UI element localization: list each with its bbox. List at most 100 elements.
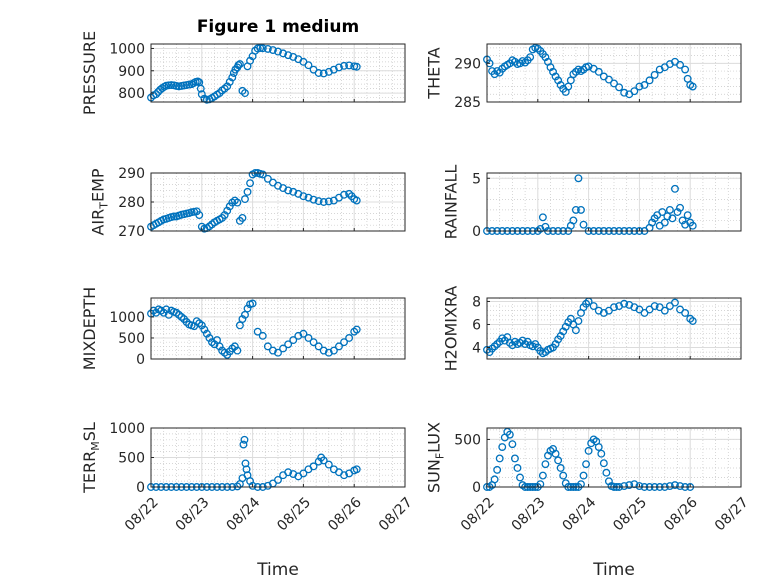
data-point (335, 63, 343, 72)
y-tick-label: 500 (454, 432, 481, 448)
data-point (309, 195, 318, 204)
subplot-row2-right: 0 5 RAINFALL (442, 165, 742, 240)
data-point (681, 65, 690, 74)
x-axis-label: Time (256, 560, 299, 580)
data-point (556, 464, 565, 472)
data-point (671, 298, 679, 307)
axes-box (486, 43, 742, 103)
data-point (248, 299, 257, 308)
plot-area (487, 44, 741, 102)
data-point (197, 321, 206, 330)
data-point (240, 435, 249, 444)
data-point (640, 81, 649, 89)
data-point (243, 187, 252, 196)
y-tick-label: 5 (472, 171, 481, 187)
data-point (243, 304, 252, 313)
data-point (319, 69, 328, 78)
data-point (630, 87, 639, 96)
y-tick-label: 8 (472, 294, 481, 310)
data-point (233, 346, 242, 355)
y-tick-label: 6 (472, 317, 481, 333)
data-point (510, 454, 519, 463)
x-tick-label: 08/23 (509, 494, 549, 534)
data-point (241, 195, 249, 204)
y-tick-label: 270 (118, 224, 145, 240)
x-tick-label: 08/23 (173, 494, 213, 534)
data-point (234, 61, 243, 70)
data-point (660, 218, 669, 227)
y-axis-label: AIRTEMP (89, 168, 111, 235)
axes-box (486, 172, 742, 232)
data-point (324, 197, 333, 206)
data-point (352, 62, 361, 71)
data-point (256, 44, 265, 52)
data-point (648, 218, 657, 227)
data-point (645, 76, 654, 85)
plot-area (487, 428, 741, 487)
data-point (676, 60, 684, 69)
data-point (329, 346, 338, 355)
data-point (352, 465, 361, 474)
data-point (345, 334, 354, 342)
y-axis-label: H2OMIXRA (442, 286, 461, 372)
data-point (345, 61, 354, 70)
data-point (284, 340, 293, 349)
data-point (324, 348, 333, 357)
y-axis-label: MIXDEPTH (80, 287, 99, 370)
y-tick-label: 280 (118, 195, 145, 211)
data-point (688, 317, 697, 325)
y-tick-label: 285 (454, 95, 481, 111)
data-point (246, 179, 255, 188)
data-point (319, 198, 328, 206)
y-tick-label: 290 (454, 56, 481, 72)
data-point (352, 196, 361, 205)
x-tick-label: 08/22 (122, 494, 162, 534)
data-point (304, 61, 313, 70)
data-point (235, 60, 244, 69)
subplot-row3-right: 4 6 8 H2OMIXRA (442, 286, 742, 372)
x-tick-label: 08/27 (376, 494, 416, 534)
subplot-row4-right: 0 500 08/22 08/23 08/24 08/25 08/26 08/27 Time SU… (425, 422, 752, 580)
data-point (594, 443, 603, 451)
data-point (620, 482, 629, 490)
data-point (314, 457, 323, 466)
y-axis-label: TERRMSL (80, 422, 102, 494)
axes-box (486, 297, 742, 360)
y-axis-label: THETA (425, 47, 444, 99)
data-point (167, 81, 176, 89)
data-point (582, 460, 591, 469)
y-tick-label: 1000 (109, 41, 145, 57)
x-tick-label: 08/24 (223, 494, 263, 534)
data-point (604, 75, 613, 84)
data-point (169, 212, 178, 221)
data-point (574, 174, 583, 183)
data-point (340, 338, 348, 347)
data-point (584, 446, 593, 455)
data-point (263, 342, 272, 351)
data-point (508, 440, 517, 449)
data-point (673, 208, 682, 216)
y-tick-label: 290 (118, 166, 145, 182)
data-point (597, 449, 606, 458)
subplot-row2-left: 270 280 290 AIRTEMP (89, 166, 406, 240)
data-point (665, 205, 674, 214)
data-point (215, 342, 224, 351)
data-point (610, 79, 618, 88)
data-point (650, 302, 659, 311)
data-point (274, 475, 282, 484)
data-point (650, 70, 659, 79)
data-point (289, 336, 298, 345)
data-point (340, 190, 348, 199)
data-point (304, 334, 313, 342)
data-point (681, 309, 690, 317)
data-point (602, 468, 611, 477)
data-point (505, 430, 514, 439)
data-point (314, 342, 323, 351)
data-point (164, 81, 173, 90)
data-point (314, 69, 323, 77)
data-point (324, 460, 333, 469)
data-point (233, 482, 242, 491)
plot-area (487, 173, 741, 231)
y-tick-label: 0 (472, 480, 481, 496)
